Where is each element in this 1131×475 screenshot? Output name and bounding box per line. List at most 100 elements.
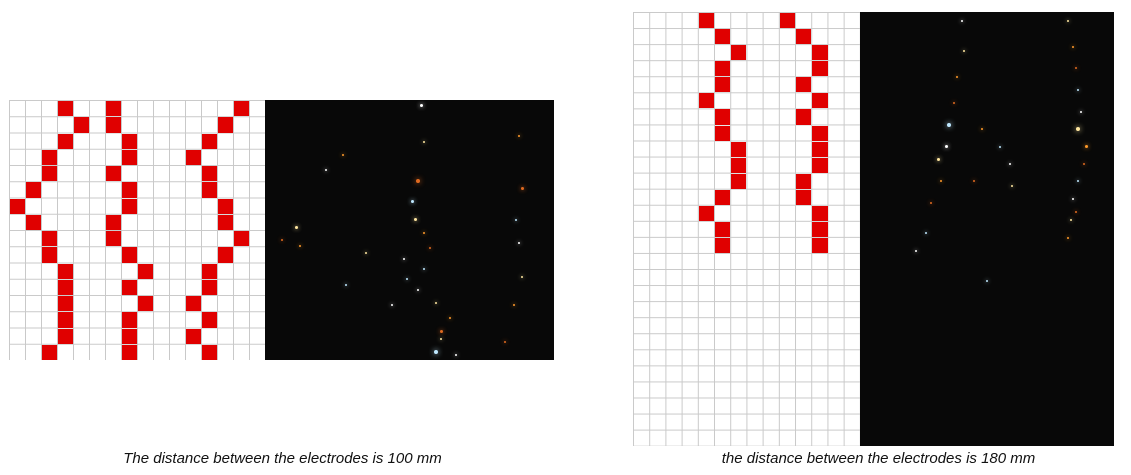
caption-left: The distance between the electrodes is 1… [123,450,442,467]
spark-point [428,247,431,250]
filled-grid-cell [42,149,57,165]
spark-point [1079,110,1082,113]
filled-grid-cell [186,296,201,312]
left-discharge-photo [265,100,554,360]
filled-grid-cell [58,133,73,149]
spark-point [422,268,425,270]
filled-grid-cell [812,238,828,254]
spark-point [344,283,347,286]
spark-point [298,244,301,247]
spark-point [417,288,420,291]
spark-point [454,353,457,356]
filled-grid-cell [715,109,731,125]
filled-grid-cell [234,231,249,247]
filled-grid-cell [10,198,25,214]
spark-point [1008,162,1011,165]
filled-grid-cell [42,166,57,182]
filled-grid-cell [812,157,828,173]
spark-point [955,76,958,79]
spark-point [963,50,966,53]
spark-point [1076,127,1081,132]
filled-grid-cell [218,117,233,133]
spark-point [1069,219,1072,222]
filled-grid-cell [779,13,796,29]
spark-point [281,239,284,242]
filled-grid-cell [202,312,217,328]
filled-grid-cell [122,182,137,198]
filled-grid-cell [812,93,828,109]
filled-grid-cell [42,231,57,247]
spark-point [402,257,405,260]
spark-point [503,340,506,343]
spark-point [1067,19,1070,22]
spark-point [946,122,951,127]
filled-grid-cell [106,231,121,247]
spark-point [422,140,425,143]
filled-grid-cell [58,101,73,117]
filled-grid-cell [218,198,233,214]
spark-point [940,180,943,183]
filled-grid-cell [812,45,828,61]
spark-point [937,158,941,162]
caption-right: the distance between the electrodes is 1… [721,450,1036,467]
filled-grid-cell [715,221,731,238]
filled-grid-cell [202,133,217,149]
filled-grid-cell [138,263,153,279]
spark-point [365,252,368,255]
filled-grid-cell [218,247,233,263]
spark-point [1084,145,1088,149]
spark-point [952,102,955,105]
spark-point [515,218,518,221]
filled-grid-cell [698,13,715,29]
filled-grid-cell [122,344,137,360]
spark-point [391,304,394,307]
spark-point [986,280,988,283]
filled-grid-cell [26,182,41,198]
filled-grid-cell [106,214,121,230]
spark-point [925,232,928,235]
filled-grid-cell [202,166,217,182]
filled-grid-cell [731,141,747,157]
filled-grid-cell [122,312,137,328]
filled-grid-cell [106,166,121,182]
filled-grid-cell [812,221,828,238]
filled-grid-cell [58,328,73,344]
spark-point [416,178,421,183]
spark-point [944,145,948,149]
filled-grid-cell [106,117,121,133]
filled-grid-cell [715,125,731,141]
left-spark-path-grid [9,100,265,360]
spark-point [1011,184,1014,187]
spark-point [433,350,438,355]
spark-point [518,135,521,138]
filled-grid-cell [796,29,812,45]
spark-point [512,304,515,307]
spark-point [1077,180,1080,183]
filled-grid-cell [715,77,731,93]
spark-point [960,19,963,22]
filled-grid-cell [796,77,812,93]
filled-grid-cell [186,149,201,165]
spark-point [413,218,417,222]
filled-grid-cell [122,247,137,263]
filled-grid-cell [202,263,217,279]
spark-point [342,153,345,156]
spark-point [520,186,524,190]
filled-grid-cell [202,344,217,360]
right-spark-path-grid [633,12,860,446]
filled-grid-cell [42,344,57,360]
spark-point [980,128,983,131]
filled-grid-cell [42,247,57,263]
filled-grid-cell [812,141,828,157]
filled-grid-cell [715,189,731,205]
filled-grid-cell [796,189,812,205]
right-discharge-photo [860,12,1114,446]
spark-point [1072,197,1075,200]
spark-point [324,169,327,172]
spark-point [422,231,425,234]
filled-grid-cell [122,279,137,295]
filled-grid-cell [812,125,828,141]
spark-point [914,249,917,252]
filled-grid-cell [138,296,153,312]
filled-grid-cell [796,109,812,125]
